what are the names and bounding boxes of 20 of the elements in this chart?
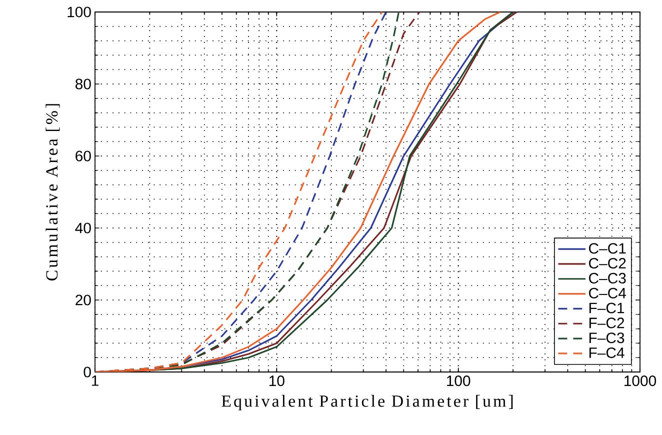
x-tick-label: 100: [447, 376, 470, 386]
legend-label: F–C3: [589, 332, 624, 344]
legend-label: F–C2: [589, 318, 624, 328]
legend-label: C–C3: [589, 272, 626, 284]
y-tick-label: 40: [75, 222, 91, 234]
x-tick-label: 1000: [624, 376, 656, 386]
legend-label: F–C4: [589, 347, 624, 358]
x-axis-title: Equivalent Particle Diameter [um]: [222, 394, 513, 410]
x-tick-label: 10: [270, 376, 284, 386]
x-tick-label: 1: [92, 376, 98, 386]
legend-label: C–C2: [589, 258, 626, 269]
legend-label: F–C1: [589, 302, 624, 314]
y-tick-label: 0: [84, 366, 91, 378]
y-tick-label: 100: [68, 6, 91, 18]
legend-label: C–C4: [589, 288, 626, 298]
y-axis-title: Cumulative Area [%]: [46, 104, 60, 280]
legend-label: C–C1: [589, 243, 626, 254]
y-tick-label: 60: [76, 150, 91, 162]
y-tick-label: 20: [76, 294, 91, 306]
y-tick-label: 80: [76, 78, 91, 90]
